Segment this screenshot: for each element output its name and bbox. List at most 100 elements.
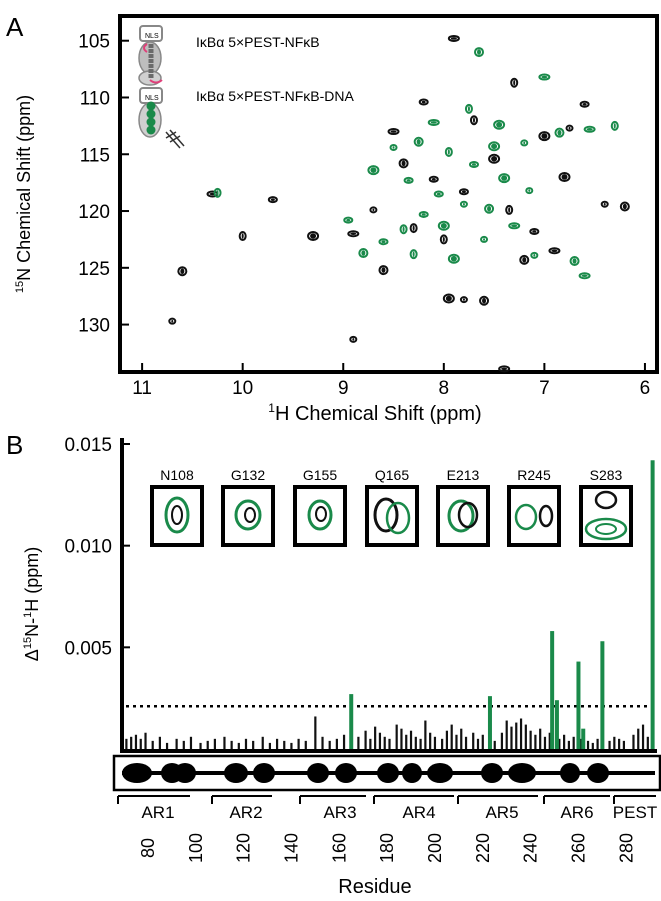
protein-dna-complex-icon: NLS: [138, 87, 185, 149]
bar: [268, 742, 272, 749]
nmr-peak-center: [412, 251, 415, 257]
legend-entry-2: IκBα 5×PEST-NFκB-DNA: [196, 88, 355, 104]
nmr-peak: [447, 253, 460, 264]
nmr-peak: [554, 127, 565, 138]
bar: [539, 728, 542, 749]
nmr-peak: [488, 153, 501, 164]
nmr-x-tick-label: 6: [640, 378, 651, 399]
nmr-plot-frame: [118, 14, 659, 374]
bar: [151, 740, 154, 749]
inset-g155: G155: [293, 467, 347, 547]
nmr-x-tick-label: 7: [539, 378, 550, 399]
nmr-peak-center: [241, 233, 244, 239]
bar: [445, 730, 449, 749]
nmr-peak-center: [472, 117, 475, 123]
bar: [290, 742, 293, 749]
nmr-peak-center: [467, 106, 470, 112]
bar-x-tick-label: 280: [616, 833, 636, 863]
bar: [558, 738, 561, 749]
bar: [349, 694, 354, 749]
nmr-peak-center: [511, 224, 518, 228]
bar: [158, 736, 161, 749]
bar: [554, 700, 559, 749]
nmr-peak: [369, 206, 378, 214]
nmr-peak-center: [462, 298, 465, 301]
bar: [563, 734, 566, 749]
bar: [244, 738, 248, 749]
nmr-peak: [498, 173, 511, 184]
nmr-peak-center: [557, 129, 562, 136]
bar-x-tick-label: 260: [568, 833, 588, 863]
nmr-peak-center: [541, 133, 548, 139]
bar: [283, 740, 286, 749]
region-brackets: [117, 795, 656, 804]
insets: N108 G132 G155 Q165: [150, 467, 633, 547]
bar: [572, 736, 575, 749]
nmr-peak: [387, 128, 400, 136]
nmr-peak: [619, 201, 630, 212]
nmr-peak: [378, 238, 389, 246]
bar: [206, 740, 209, 749]
bar-x-tick-label: 220: [473, 833, 493, 863]
region-label-ar5: AR5: [485, 803, 518, 822]
protein-complex-icon: NLS: [138, 25, 163, 86]
bar: [275, 738, 279, 749]
bar-x-tick-labels: 80 100 120 140 160 180 200 220 240 260 280: [138, 833, 636, 863]
nmr-peak-center: [501, 175, 508, 181]
nmr-peak-center: [603, 202, 606, 206]
bar: [510, 726, 513, 749]
nmr-peak-center: [370, 167, 377, 173]
nmr-peak-center: [462, 202, 465, 206]
nmr-peak: [267, 196, 278, 204]
nmr-peak-center: [361, 250, 366, 256]
nmr-peak-center: [352, 338, 355, 341]
nmr-peak: [519, 254, 530, 265]
nmr-peak: [307, 231, 320, 242]
legend-entry-1: IκBα 5×PEST-NFκB: [196, 34, 320, 50]
nmr-peak-center: [270, 198, 275, 201]
bar: [641, 724, 645, 749]
bar: [464, 736, 468, 749]
inset-s283: S283: [579, 467, 633, 547]
nmr-peak: [213, 187, 222, 198]
nmr-peak: [538, 73, 551, 81]
bar-y-label-sup2: 1: [22, 612, 34, 618]
nmr-x-tick-label: 8: [439, 378, 450, 399]
nmr-peak: [583, 125, 596, 133]
bar: [548, 732, 551, 749]
nmr-peak-center: [442, 236, 445, 243]
bar: [125, 738, 128, 749]
nmr-x-tick-label: 9: [338, 378, 349, 399]
nmr-peak-center: [372, 208, 375, 212]
nmr-x-axis-label: 1H Chemical Shift (ppm): [268, 401, 481, 425]
bar: [130, 736, 133, 749]
nmr-peak: [479, 295, 490, 306]
nmr-peak-center: [350, 232, 357, 236]
nmr-peak-center: [171, 319, 174, 323]
nmr-peak-center: [508, 207, 511, 213]
nmr-peak: [428, 175, 439, 183]
nmr-y-tick-label: 120: [78, 202, 110, 223]
region-label-ar6: AR6: [560, 803, 593, 822]
bar: [342, 734, 346, 749]
nmr-peak-center: [447, 149, 450, 155]
bars: [125, 460, 655, 749]
nmr-peak: [343, 216, 354, 224]
bar: [591, 742, 594, 749]
inset-label: G132: [231, 467, 265, 483]
nmr-peak-center: [431, 177, 436, 181]
bar: [581, 728, 586, 749]
panel-a-legend: NLS IκBα 5×PEST-NFκB NLS IκBα 5×PEST-NFκ…: [138, 25, 355, 149]
bar: [374, 726, 377, 749]
nmr-peak: [610, 120, 619, 131]
bar: [586, 740, 590, 749]
nmr-peak: [579, 100, 590, 108]
bar: [357, 736, 360, 749]
bar: [519, 718, 523, 749]
nmr-peak-center: [461, 190, 466, 194]
bar: [481, 734, 484, 749]
inset-n108: N108: [150, 467, 204, 547]
nmr-peak-center: [483, 238, 486, 241]
bar-y-label-sup1: 15: [22, 637, 34, 649]
